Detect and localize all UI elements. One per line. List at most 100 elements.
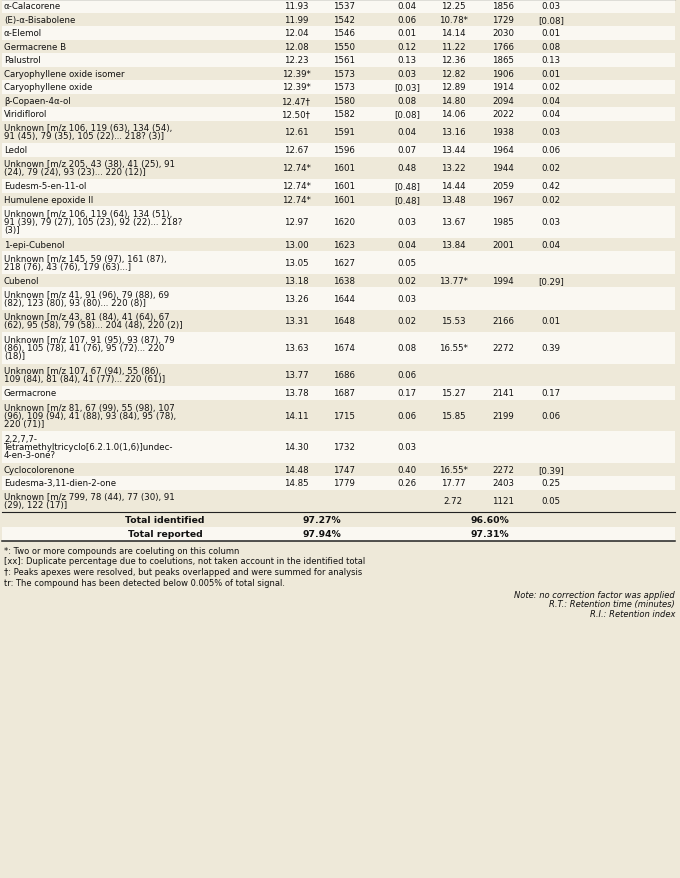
- Text: 12.04: 12.04: [284, 29, 308, 39]
- Text: 0.42: 0.42: [541, 182, 560, 191]
- Text: 0.03: 0.03: [541, 128, 560, 137]
- Text: 1729: 1729: [492, 16, 514, 25]
- Bar: [2, 206, 675, 238]
- Text: 109 (84), 81 (84), 41 (77)... 220 (61)]: 109 (84), 81 (84), 41 (77)... 220 (61)]: [4, 375, 165, 384]
- Text: 12.89: 12.89: [441, 83, 465, 92]
- Text: Unknown [m/z 205, 43 (38), 41 (25), 91: Unknown [m/z 205, 43 (38), 41 (25), 91: [4, 160, 175, 169]
- Text: 0.40: 0.40: [397, 465, 417, 474]
- Text: 1944: 1944: [492, 164, 514, 173]
- Text: β-Copaen-4α-ol: β-Copaen-4α-ol: [4, 97, 71, 105]
- Bar: [2, 431, 675, 463]
- Text: Palustrol: Palustrol: [4, 56, 41, 65]
- Text: Humulene epoxide II: Humulene epoxide II: [4, 196, 93, 205]
- Text: 0.08: 0.08: [397, 97, 417, 105]
- Text: Unknown [m/z 106, 119 (63), 134 (54),: Unknown [m/z 106, 119 (63), 134 (54),: [4, 124, 172, 133]
- Bar: [2, 13, 675, 27]
- Text: 1542: 1542: [333, 16, 355, 25]
- Text: 1582: 1582: [333, 110, 355, 119]
- Text: 12.25: 12.25: [441, 3, 465, 11]
- Text: Germacrene B: Germacrene B: [4, 43, 66, 52]
- Text: 16.55*: 16.55*: [439, 465, 467, 474]
- Text: 15.85: 15.85: [441, 411, 465, 421]
- Text: (62), 95 (58), 79 (58)... 204 (48), 220 (2)]: (62), 95 (58), 79 (58)... 204 (48), 220 …: [4, 320, 182, 330]
- Text: 1596: 1596: [333, 146, 355, 155]
- Bar: [2, 68, 675, 81]
- Text: Unknown [m/z 107, 91 (95), 93 (87), 79: Unknown [m/z 107, 91 (95), 93 (87), 79: [4, 336, 175, 345]
- Text: 0.01: 0.01: [397, 29, 417, 39]
- Text: [0.48]: [0.48]: [394, 196, 420, 205]
- Text: 0.03: 0.03: [541, 3, 560, 11]
- Text: [xx]: Duplicate percentage due to coelutions, not taken account in the identifie: [xx]: Duplicate percentage due to coelut…: [4, 557, 365, 565]
- Text: 11.93: 11.93: [284, 3, 308, 11]
- Text: Total identified: Total identified: [125, 515, 205, 524]
- Text: 2272: 2272: [492, 344, 514, 353]
- Text: 1-epi-Cubenol: 1-epi-Cubenol: [4, 241, 65, 249]
- Text: 0.04: 0.04: [541, 110, 560, 119]
- Text: 1766: 1766: [492, 43, 514, 52]
- Text: 1747: 1747: [333, 465, 355, 474]
- Text: R.T.: Retention time (minutes): R.T.: Retention time (minutes): [549, 600, 675, 608]
- Text: 2272: 2272: [492, 465, 514, 474]
- Text: α-Elemol: α-Elemol: [4, 29, 42, 39]
- Text: 1623: 1623: [333, 241, 355, 249]
- Text: 0.06: 0.06: [541, 146, 560, 155]
- Text: 12.82: 12.82: [441, 69, 465, 79]
- Text: 1967: 1967: [492, 196, 514, 205]
- Text: [0.39]: [0.39]: [538, 465, 564, 474]
- Text: 12.36: 12.36: [441, 56, 465, 65]
- Text: 12.23: 12.23: [284, 56, 308, 65]
- Text: 97.94%: 97.94%: [303, 529, 341, 538]
- Text: 97.31%: 97.31%: [471, 529, 509, 538]
- Text: 13.26: 13.26: [284, 294, 308, 304]
- Text: 1591: 1591: [333, 128, 355, 137]
- Text: 0.08: 0.08: [397, 344, 417, 353]
- Text: 0.25: 0.25: [541, 479, 560, 487]
- Text: 13.77: 13.77: [284, 371, 308, 380]
- Text: Unknown [m/z 106, 119 (64), 134 (51),: Unknown [m/z 106, 119 (64), 134 (51),: [4, 210, 172, 219]
- Text: 0.06: 0.06: [397, 371, 417, 380]
- Bar: [2, 81, 675, 95]
- Text: 13.31: 13.31: [284, 317, 308, 326]
- Text: 1779: 1779: [333, 479, 355, 487]
- Text: 0.06: 0.06: [541, 411, 560, 421]
- Text: 0.39: 0.39: [541, 344, 560, 353]
- Bar: [2, 274, 675, 288]
- Text: 12.39*: 12.39*: [282, 69, 310, 79]
- Text: 0.03: 0.03: [397, 294, 417, 304]
- Text: 0.04: 0.04: [541, 241, 560, 249]
- Text: 1906: 1906: [492, 69, 514, 79]
- Bar: [2, 27, 675, 40]
- Text: 14.11: 14.11: [284, 411, 308, 421]
- Text: Eudesm-5-en-11-ol: Eudesm-5-en-11-ol: [4, 182, 86, 191]
- Text: (E)-α-Bisabolene: (E)-α-Bisabolene: [4, 16, 75, 25]
- Text: Note: no correction factor was applied: Note: no correction factor was applied: [514, 590, 675, 600]
- Bar: [2, 288, 675, 310]
- Bar: [2, 95, 675, 108]
- Text: Cubenol: Cubenol: [4, 277, 39, 285]
- Text: 2030: 2030: [492, 29, 514, 39]
- Bar: [2, 193, 675, 206]
- Bar: [2, 386, 675, 400]
- Text: 16.55*: 16.55*: [439, 344, 467, 353]
- Text: 0.05: 0.05: [397, 258, 417, 268]
- Text: 0.02: 0.02: [541, 83, 560, 92]
- Text: 1627: 1627: [333, 258, 355, 268]
- Text: 0.02: 0.02: [541, 196, 560, 205]
- Text: 1638: 1638: [333, 277, 355, 285]
- Text: 12.67: 12.67: [284, 146, 308, 155]
- Text: 13.78: 13.78: [284, 389, 308, 398]
- Text: 1985: 1985: [492, 218, 514, 227]
- Text: 0.17: 0.17: [541, 389, 560, 398]
- Text: 13.18: 13.18: [284, 277, 308, 285]
- Text: 0.03: 0.03: [397, 443, 417, 452]
- Text: 13.00: 13.00: [284, 241, 308, 249]
- Bar: [2, 40, 675, 54]
- Text: 2022: 2022: [492, 110, 514, 119]
- Text: (24), 79 (24), 93 (23)... 220 (12)]: (24), 79 (24), 93 (23)... 220 (12)]: [4, 168, 146, 177]
- Text: (82), 123 (80), 93 (80)... 220 (8)]: (82), 123 (80), 93 (80)... 220 (8)]: [4, 299, 146, 307]
- Text: [0.08]: [0.08]: [394, 110, 420, 119]
- Text: 14.80: 14.80: [441, 97, 465, 105]
- Text: 1856: 1856: [492, 3, 514, 11]
- Text: 1573: 1573: [333, 83, 355, 92]
- Text: (18)]: (18)]: [4, 352, 25, 361]
